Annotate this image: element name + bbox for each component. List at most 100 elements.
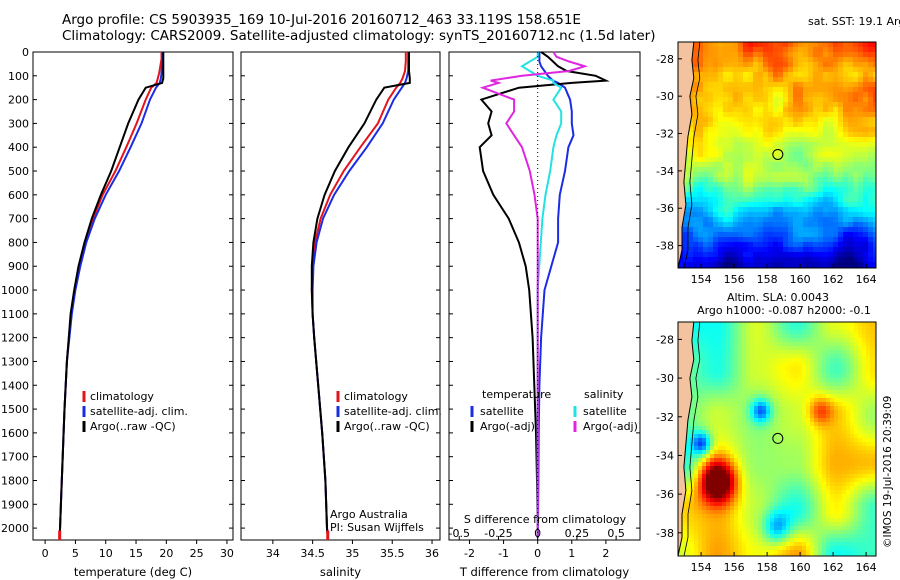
- sst_map-cell: [773, 212, 779, 218]
- sst_map-cell: [738, 252, 744, 258]
- sla_map-cell: [722, 454, 727, 459]
- sst_map-cell: [763, 72, 769, 78]
- sla_map-cell: [810, 410, 815, 415]
- sst_map-cell: [748, 157, 754, 163]
- sst_map-cell: [758, 157, 764, 163]
- sst_map-cell: [833, 187, 839, 193]
- sla_map-cell: [706, 462, 711, 467]
- sla_map-cell: [782, 462, 787, 467]
- sla_map-cell: [822, 454, 827, 459]
- sst_map-cell: [798, 102, 804, 108]
- sla_map-cell: [766, 398, 771, 403]
- sla_map-cell: [818, 534, 823, 539]
- sla_map-cell: [850, 430, 855, 435]
- sst_map-cell: [863, 252, 869, 258]
- sla_map-cell: [750, 326, 755, 331]
- temperature-legend-label: satellite-adj. clim.: [90, 405, 188, 418]
- salinity-xtick-label: 34: [266, 547, 280, 560]
- sla_map-cell: [762, 450, 767, 455]
- sla_map-cell: [838, 522, 843, 527]
- sst_map-cell: [683, 212, 689, 218]
- sla_map-cell: [766, 434, 771, 439]
- sla_map-cell: [802, 522, 807, 527]
- sst_map-cell: [723, 187, 729, 193]
- sst_map-cell: [748, 182, 754, 188]
- sla_map-cell: [802, 482, 807, 487]
- sla_map-cell: [734, 458, 739, 463]
- sla_map-cell: [850, 378, 855, 383]
- sla_map-cell: [726, 534, 731, 539]
- sla_map-cell: [818, 498, 823, 503]
- sla_map-cell: [822, 470, 827, 475]
- sla_map-cell: [742, 486, 747, 491]
- sst_map-cell: [853, 107, 859, 113]
- sla_map-cell: [858, 434, 863, 439]
- sst_map-cell: [703, 227, 709, 233]
- sst_map-cell: [733, 92, 739, 98]
- sst_map-cell: [823, 247, 829, 253]
- sst_map-cell: [868, 142, 874, 148]
- sst_map-cell: [783, 132, 789, 138]
- sla_map-cell: [698, 322, 703, 327]
- sst_map-cell: [703, 82, 709, 88]
- sst_map-cell: [758, 197, 764, 203]
- sla_map-cell: [814, 542, 819, 547]
- sla_map-cell: [818, 378, 823, 383]
- sst_map-cell: [723, 232, 729, 238]
- sla_map-cell: [826, 378, 831, 383]
- sst_map-cell: [708, 57, 714, 63]
- sla_map-cell: [694, 490, 699, 495]
- sst_map-cell: [843, 112, 849, 118]
- sst_map-cell: [838, 242, 844, 248]
- sst_map-cell: [858, 222, 864, 228]
- sla_map-cell: [702, 538, 707, 543]
- sst_map-cell: [723, 132, 729, 138]
- sla_map-cell: [762, 458, 767, 463]
- sla_map-cell: [714, 346, 719, 351]
- sst_map-cell: [683, 222, 689, 228]
- sst_map-cell: [688, 257, 694, 263]
- sla_map-cell: [790, 470, 795, 475]
- sst_map-cell: [873, 47, 876, 53]
- sst_map-cell: [853, 177, 859, 183]
- sst_map-cell: [733, 152, 739, 158]
- sst_map-cell: [838, 162, 844, 168]
- sla_map-cell: [862, 526, 867, 531]
- sla_map-cell: [854, 514, 859, 519]
- sst_map-cell: [793, 122, 799, 128]
- sla_map-cell: [750, 418, 755, 423]
- sst_map-cell: [763, 57, 769, 63]
- sla_map-cell: [846, 326, 851, 331]
- sst_map-cell: [753, 207, 759, 213]
- sla_map-cell: [834, 454, 839, 459]
- sla_map-cell: [710, 342, 715, 347]
- sla_map-cell: [858, 438, 863, 443]
- sla_map-cell: [714, 382, 719, 387]
- sla_map-cell: [870, 382, 875, 387]
- sst_map-cell: [873, 212, 876, 218]
- sst_map-cell: [853, 237, 859, 243]
- sla_map-cell: [690, 370, 695, 375]
- sla_map-cell: [750, 426, 755, 431]
- sst_map-cell: [848, 97, 854, 103]
- sst_map-cell: [788, 67, 794, 73]
- sla_map-cell: [754, 422, 759, 427]
- sla_map-cell: [770, 410, 775, 415]
- sst_map-cell: [753, 102, 759, 108]
- sla_map-cell: [742, 426, 747, 431]
- sla_map-cell: [778, 458, 783, 463]
- sla_map-cell: [726, 354, 731, 359]
- sla_map-cell: [794, 438, 799, 443]
- sst_map-cell: [708, 252, 714, 258]
- sla_map-cell: [774, 354, 779, 359]
- sla_map-cell: [814, 322, 819, 327]
- sst_map-cell: [798, 82, 804, 88]
- sla_map-cell: [794, 538, 799, 543]
- sla_map-cell: [746, 522, 751, 527]
- sla_map-cell: [754, 458, 759, 463]
- sla_map-cell: [858, 386, 863, 391]
- sla_map-cell: [854, 498, 859, 503]
- sla_map-cell: [750, 362, 755, 367]
- sla_map-cell: [854, 446, 859, 451]
